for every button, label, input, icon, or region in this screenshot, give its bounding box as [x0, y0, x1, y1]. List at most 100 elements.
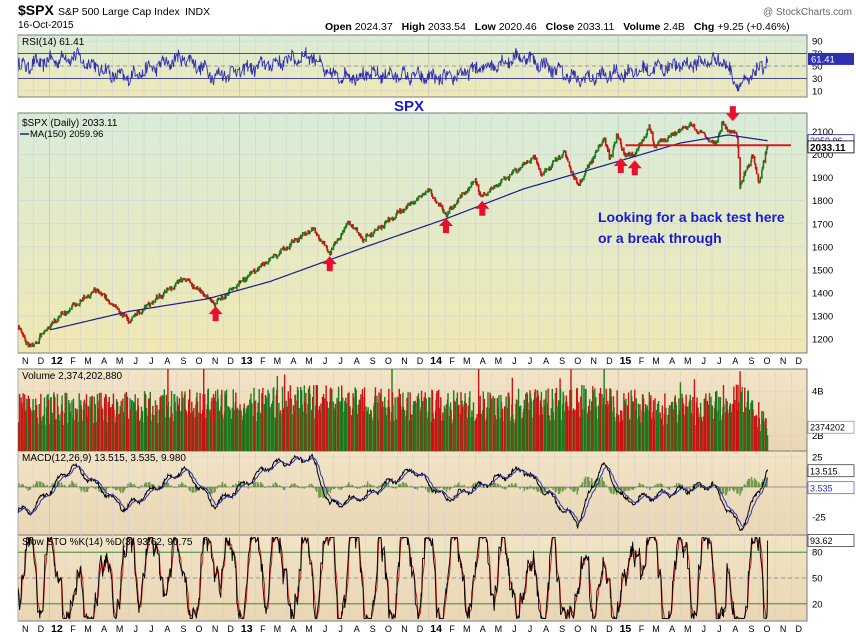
x-tick-label: S — [370, 624, 376, 634]
x-tick-label: F — [449, 624, 455, 634]
x-tick-label: A — [480, 356, 486, 366]
y-tick-label: 1300 — [812, 312, 833, 323]
x-tick-label: S — [748, 356, 754, 366]
x-tick-label: M — [684, 624, 692, 634]
macd-signal-tag — [807, 481, 855, 495]
x-tick-label: D — [606, 356, 613, 366]
x-tick-label: O — [764, 624, 771, 634]
macd-title: MACD(12,26,9) 13.515, 3.535, 9.980 — [22, 453, 186, 464]
y-tick-label: 1500 — [812, 265, 833, 276]
x-tick-label: D — [417, 624, 424, 634]
y-tick-label: -25 — [812, 513, 826, 524]
x-tick-label: A — [164, 624, 170, 634]
rsi-title: RSI(14) 61.41 — [22, 37, 85, 48]
x-tick-label: S — [748, 624, 754, 634]
x-tick-label: M — [274, 356, 282, 366]
x-tick-label: J — [323, 356, 328, 366]
rsi-current-value: 61.41 — [811, 54, 835, 65]
x-tick-label: F — [70, 356, 76, 366]
y-tick-label: 50 — [812, 62, 823, 73]
y-tick-label: 2000 — [812, 150, 833, 161]
x-tick-label: O — [574, 356, 581, 366]
x-tick-label: J — [338, 624, 343, 634]
volume-current-value: 2374202 — [810, 423, 845, 433]
up-arrow-marker — [613, 158, 628, 173]
x-tick-label: N — [591, 624, 598, 634]
up-arrow-marker — [475, 200, 490, 216]
x-tick-label: J — [149, 624, 154, 634]
y-tick-label: 1600 — [812, 242, 833, 253]
x-tick-label: D — [795, 356, 802, 366]
x-tick-label: M — [463, 624, 471, 634]
x-tick-label: 14 — [430, 623, 442, 635]
volume-bars — [18, 369, 769, 451]
macd-signal-line — [18, 456, 769, 527]
series — [18, 46, 807, 621]
x-tick-label: A — [543, 356, 549, 366]
close-current-tag — [807, 140, 855, 154]
x-tick-label: N — [591, 356, 598, 366]
x-tick-label: M — [463, 356, 471, 366]
macd-signal-value: 3.535 — [810, 483, 833, 493]
x-tick-label: N — [401, 624, 408, 634]
price-title: SPX — [394, 98, 424, 115]
x-tick-label: J — [512, 624, 517, 634]
x-tick-label: N — [401, 356, 408, 366]
y-tick-label: 30 — [812, 74, 823, 85]
volume-title: Volume 2,374,202,880 — [22, 371, 123, 382]
x-tick-label: J — [528, 356, 533, 366]
x-tick-label: A — [669, 624, 675, 634]
sto-current-value: 93.62 — [810, 536, 833, 546]
x-tick-label: 15 — [620, 623, 632, 635]
down-arrow-marker — [725, 106, 740, 122]
x-tick-label: J — [717, 356, 722, 366]
x-tick-label: M — [305, 624, 313, 634]
x-tick-label: A — [669, 356, 675, 366]
y-tick-label: 10 — [812, 86, 823, 97]
axes: NNDD1212FFMMAAMMJJJJAASSOONNDD1313FFMMAA… — [22, 37, 855, 635]
x-tick-label: J — [702, 624, 707, 634]
watermark: @ StockCharts.com — [763, 7, 852, 18]
x-tick-label: N — [22, 356, 29, 366]
x-tick-label: M — [495, 356, 503, 366]
x-tick-label: O — [385, 356, 392, 366]
y-tick-label: 2B — [812, 431, 824, 442]
x-tick-label: A — [164, 356, 170, 366]
header: $SPX S&P 500 Large Cap Index INDX 16-Oct… — [18, 2, 852, 33]
x-tick-label: M — [652, 624, 660, 634]
x-tick-label: O — [196, 624, 203, 634]
close-current-value: 2033.11 — [810, 143, 846, 154]
x-tick-label: 15 — [620, 355, 632, 367]
y-tick-label: 2100 — [812, 127, 833, 138]
x-tick-label: S — [180, 624, 186, 634]
x-tick-label: M — [116, 624, 124, 634]
x-tick-label: D — [227, 356, 234, 366]
y-tick-label: 1200 — [812, 335, 833, 346]
y-tick-label: 1400 — [812, 289, 833, 300]
symbol: $SPX — [18, 2, 54, 18]
x-tick-label: A — [480, 624, 486, 634]
x-tick-label: F — [260, 624, 266, 634]
x-tick-label: F — [449, 356, 455, 366]
x-tick-label: F — [639, 356, 645, 366]
x-tick-label: S — [559, 356, 565, 366]
x-tick-label: A — [543, 624, 549, 634]
x-tick-label: O — [574, 624, 581, 634]
x-tick-label: N — [22, 624, 29, 634]
volume-current-tag — [807, 420, 855, 434]
x-tick-label: M — [274, 624, 282, 634]
x-tick-label: D — [606, 624, 613, 634]
y-tick-label: 1900 — [812, 173, 833, 184]
up-arrow-marker — [322, 256, 337, 272]
annotation-line-1: Looking for a back test here — [598, 209, 785, 225]
up-arrow-marker — [208, 306, 223, 322]
x-tick-label: O — [196, 356, 203, 366]
chart-date: 16-Oct-2015 — [18, 20, 74, 31]
y-tick-label: 50 — [812, 574, 823, 585]
x-tick-label: J — [717, 624, 722, 634]
x-tick-label: A — [354, 624, 360, 634]
stochastic-title: Slow STO %K(14) %D(3) 93.62, 90.75 — [22, 537, 193, 548]
x-tick-label: M — [84, 356, 92, 366]
